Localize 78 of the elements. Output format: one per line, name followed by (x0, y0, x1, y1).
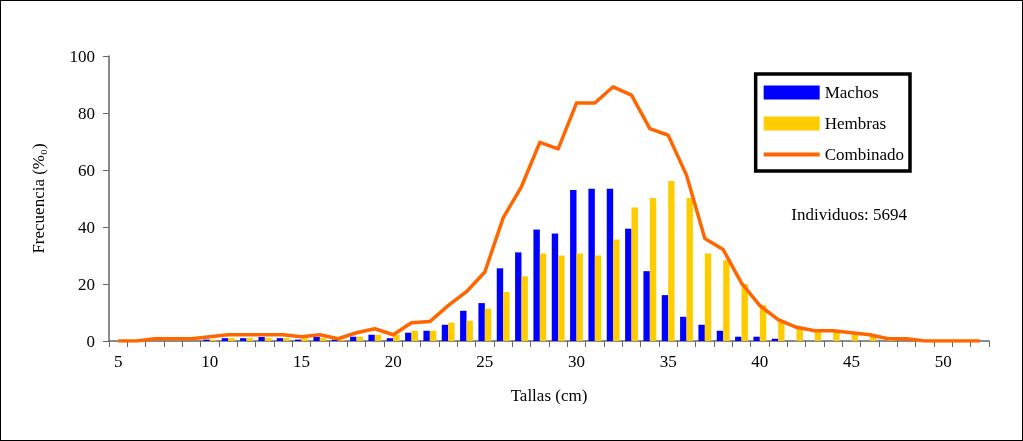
bar (423, 330, 430, 341)
y-tick-label: 20 (78, 274, 95, 294)
bar (368, 334, 375, 341)
bar (649, 197, 657, 341)
x-tick-label: 30 (568, 352, 585, 371)
x-tick-label: 45 (843, 352, 860, 371)
legend-label: Combinado (824, 145, 905, 164)
bar (240, 338, 247, 341)
bar (515, 252, 522, 341)
bar (668, 181, 675, 341)
annotation: Individuos: 5694 (791, 205, 908, 224)
y-tick-label: 60 (78, 160, 95, 180)
bar (301, 338, 308, 341)
x-tick-label: 25 (476, 352, 494, 371)
bar (386, 338, 394, 341)
x-tick-label: 10 (201, 352, 219, 371)
x-axis-title: Tallas (cm) (510, 386, 588, 405)
bar (570, 189, 577, 341)
bar (661, 295, 669, 341)
bar (429, 330, 437, 341)
bar (576, 253, 583, 341)
bar (735, 336, 742, 341)
bar (276, 338, 284, 341)
y-axis-title: Frecuencia (%₀) (29, 143, 48, 254)
bar (496, 268, 504, 341)
bar (704, 253, 712, 341)
bar (484, 308, 492, 341)
bar (698, 324, 705, 341)
bar (460, 310, 467, 341)
bar (521, 276, 528, 341)
bar (753, 336, 760, 341)
bar (228, 338, 235, 341)
x-tick-label: 20 (384, 352, 402, 371)
bar (405, 332, 412, 341)
line-series (116, 85, 982, 343)
bar (258, 337, 265, 341)
bar (283, 338, 290, 341)
bar (643, 271, 650, 341)
bar (625, 228, 632, 341)
legend-label: Machos (824, 83, 879, 102)
bar (448, 322, 455, 341)
y-tick-label: 0 (86, 331, 95, 351)
bar (686, 197, 693, 341)
x-tick-label: 15 (293, 352, 310, 371)
bar (313, 337, 320, 341)
bar (441, 324, 449, 341)
legend-label: Hembras (824, 114, 887, 133)
y-tick-label: 100 (69, 46, 95, 66)
x-tick-label: 40 (751, 352, 769, 371)
x-tick-label: 50 (934, 352, 952, 371)
bar (631, 207, 638, 341)
y-tick-label: 40 (78, 217, 95, 237)
bar (393, 334, 400, 341)
bar (503, 291, 510, 341)
bar (466, 320, 473, 341)
bar (221, 338, 229, 341)
bar (723, 260, 730, 341)
bar (264, 338, 272, 341)
x-tick-label: 5 (113, 352, 123, 371)
bar (551, 233, 559, 341)
bar (558, 255, 565, 341)
bar (374, 334, 382, 341)
bar (539, 253, 547, 341)
bar (478, 303, 485, 341)
bar (716, 330, 724, 341)
y-tick-label: 80 (78, 103, 95, 123)
bar (594, 255, 602, 341)
bar (411, 330, 418, 341)
bar (246, 338, 253, 341)
bar (319, 338, 327, 341)
bar (606, 188, 614, 341)
bar (778, 320, 785, 341)
bar (533, 229, 540, 341)
bar (350, 336, 357, 341)
bar (680, 316, 687, 341)
bar (588, 188, 595, 341)
bar (613, 239, 620, 341)
x-tick-label: 35 (659, 352, 677, 371)
